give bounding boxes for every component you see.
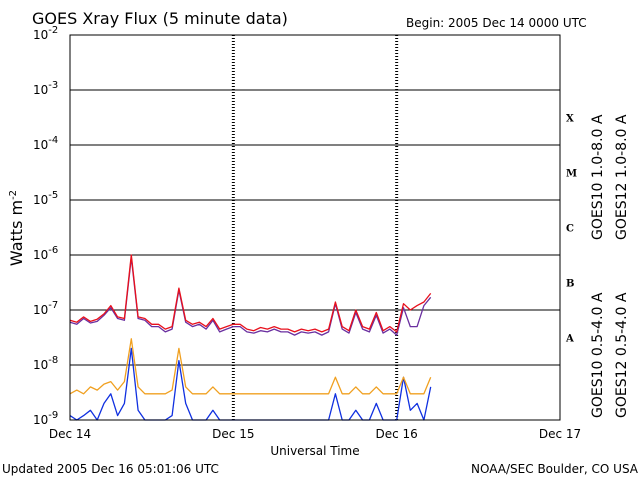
plot-frame [69,34,561,421]
flare-class-label: B [566,279,574,290]
x-tick-labels: Dec 14 Dec 15 Dec 16 Dec 17 [49,427,581,441]
y-tick-exponent: -4 [48,135,58,146]
grid-layer [70,35,560,420]
credit-text: NOAA/SEC Boulder, CO USA [471,462,639,476]
series-line-0 [69,256,432,336]
y-tick-base: 10 [33,193,48,207]
flare-class-label: M [566,169,577,180]
y-tick-label: 10-2 [33,25,58,42]
x-tick-label: Dec 17 [539,427,581,441]
flare-class-label: C [566,224,574,235]
y-tick-exponent: -8 [48,355,58,366]
series-line-1 [69,254,432,333]
y-axis-label-base: Watts m [7,200,26,266]
y-tick-exponent: -2 [48,25,58,36]
y-tick-exponent: -7 [48,300,58,311]
flare-class-labels: A B C M X [565,114,577,345]
y-tick-base: 10 [33,138,48,152]
y-tick-base: 10 [33,28,48,42]
chart-title: GOES Xray Flux (5 minute data) [32,9,288,28]
legend-goes12-long: GOES12 1.0-8.0 A [614,114,630,240]
y-tick-label: 10-9 [33,410,58,427]
legend-goes10-long: GOES10 1.0-8.0 A [590,114,606,240]
x-tick-label: Dec 16 [376,427,418,441]
y-tick-exponent: -5 [48,190,58,201]
y-tick-base: 10 [33,83,48,97]
updated-time: Updated 2005 Dec 16 05:01:06 UTC [2,462,219,476]
y-tick-label: 10-3 [33,80,58,97]
y-tick-label: 10-7 [33,300,58,317]
y-tick-exponent: -6 [48,245,58,256]
legend-goes10-short: GOES10 0.5-4.0 A [590,292,606,418]
series-line-3 [69,347,432,421]
x-axis-label: Universal Time [270,444,359,458]
y-tick-exponent: -9 [48,410,58,421]
y-tick-base: 10 [33,413,48,427]
series-line-2 [69,338,432,395]
y-tick-label: 10-6 [33,245,58,262]
y-tick-base: 10 [33,303,48,317]
y-tick-base: 10 [33,248,48,262]
y-axis-label: Watts m-2 [7,190,26,266]
y-tick-label: 10-5 [33,190,58,207]
y-tick-exponent: -3 [48,80,58,91]
series-layer [69,254,432,421]
y-tick-labels: 10-910-810-710-610-510-410-310-2 [33,25,76,427]
y-axis-label-exponent: -2 [8,190,19,200]
flare-class-label: X [566,114,574,125]
x-tick-label: Dec 14 [49,427,91,441]
y-tick-label: 10-4 [33,135,58,152]
x-tick-label: Dec 15 [212,427,254,441]
legend-goes12-short: GOES12 0.5-4.0 A [614,292,630,418]
flare-class-label: A [565,334,574,345]
y-tick-label: 10-8 [33,355,58,372]
y-tick-base: 10 [33,358,48,372]
begin-time: Begin: 2005 Dec 14 0000 UTC [406,16,587,30]
